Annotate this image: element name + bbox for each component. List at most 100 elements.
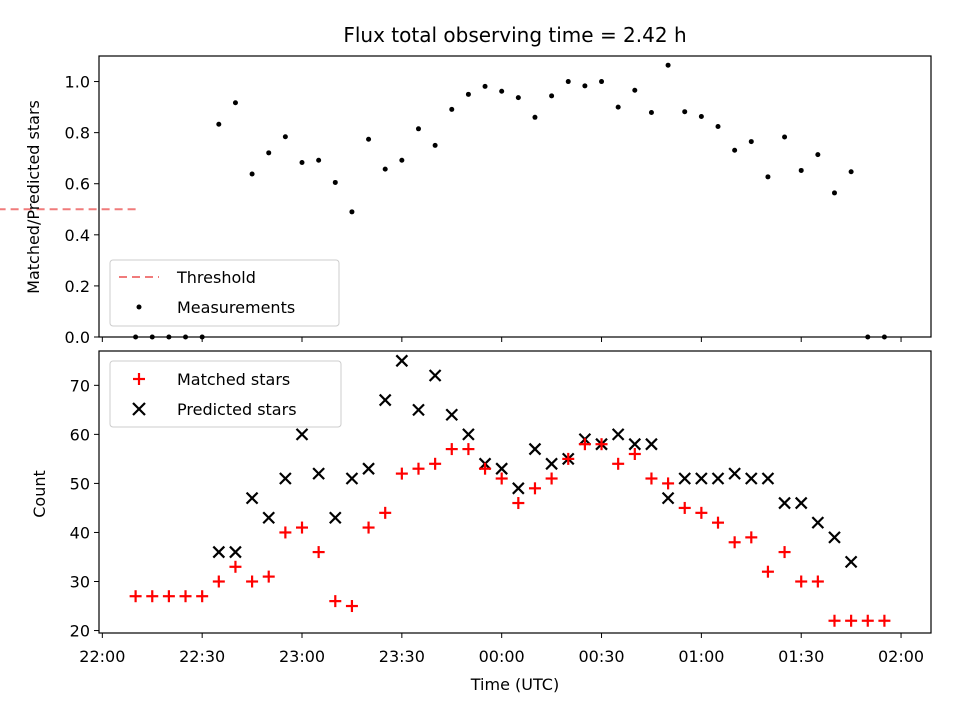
measurement-point	[515, 95, 521, 101]
matched-star-point	[562, 452, 575, 465]
predicted-star-point	[611, 428, 625, 441]
matched-star-point	[379, 506, 392, 519]
measurement-point	[399, 157, 405, 163]
y-tick-label: 60	[70, 425, 90, 444]
matched-star-point	[345, 600, 358, 613]
predicted-star-point	[329, 511, 342, 525]
predicted-star-point	[462, 428, 475, 441]
measurement-point	[815, 152, 821, 158]
matched-star-point	[262, 570, 275, 583]
measurement-point	[465, 91, 471, 97]
measurement-point	[549, 93, 555, 99]
matched-star-point	[162, 590, 175, 603]
predicted-star-point	[495, 462, 508, 475]
bottom-legend: Matched stars Predicted stars	[109, 360, 342, 428]
matched-star-point	[595, 438, 608, 451]
matched-star-point	[296, 521, 309, 534]
predicted-star-point	[545, 457, 558, 471]
matched-stars-points	[129, 438, 891, 627]
measurement-point	[249, 171, 255, 177]
y-tick-label: 50	[70, 474, 90, 493]
matched-star-point	[695, 506, 708, 519]
matched-star-point	[778, 546, 791, 559]
predicted-star-point	[528, 442, 542, 456]
measurement-point	[732, 147, 738, 153]
matched-star-point	[678, 501, 691, 514]
predicted-star-point	[378, 393, 392, 407]
matched-star-point	[395, 467, 408, 480]
x-tick-label: 00:30	[578, 647, 624, 666]
matched-star-point	[528, 482, 541, 495]
top-panel: 0.0 0.2 0.4 0.6 0.8 1.0 Flux total observing …	[0, 23, 932, 347]
predicted-star-point	[811, 516, 825, 529]
legend-matched-swatch	[133, 373, 145, 385]
bottom-y-axis-ticks: 20 30 40 50 60 70	[70, 376, 99, 641]
legend-threshold-label: Threshold	[176, 268, 256, 287]
measurement-point	[798, 167, 804, 173]
predicted-star-point	[445, 408, 459, 422]
matched-star-point	[545, 472, 558, 485]
legend-matched-label: Matched stars	[177, 370, 290, 389]
y-tick-label: 20	[70, 622, 90, 641]
matched-star-point	[728, 536, 741, 549]
matched-star-point	[645, 472, 658, 485]
legend-predicted-label: Predicted stars	[177, 400, 297, 419]
bottom-panel: 20 30 40 50 60 70 22:00 22:30 23:00 23:30 00:00 00…	[30, 350, 932, 694]
measurement-point	[449, 106, 455, 112]
x-tick-label: 23:00	[279, 647, 325, 666]
matched-star-point	[196, 590, 209, 603]
predicted-star-point	[678, 472, 692, 485]
matched-star-point	[712, 516, 725, 529]
predicted-star-point	[245, 491, 259, 505]
measurement-point	[782, 134, 788, 140]
measurement-point	[266, 150, 272, 156]
predicted-star-point	[628, 437, 642, 451]
measurement-point	[698, 114, 704, 120]
matched-star-point	[861, 614, 874, 627]
matched-star-point	[512, 497, 525, 510]
measurement-point	[216, 121, 222, 127]
x-tick-label: 23:30	[379, 647, 425, 666]
y-tick-label: 1.0	[65, 73, 90, 92]
matched-star-point	[612, 457, 625, 470]
y-tick-label: 40	[70, 523, 90, 542]
matched-star-point	[495, 472, 508, 485]
matched-star-point	[845, 614, 858, 627]
measurement-point	[499, 88, 505, 94]
matched-star-point	[878, 614, 891, 627]
top-y-axis-label: Matched/Predicted stars	[24, 100, 43, 294]
measurement-point	[316, 157, 322, 163]
matched-star-point	[212, 575, 225, 588]
matched-star-point	[429, 457, 442, 470]
measurement-point	[632, 87, 638, 93]
top-legend-box	[109, 259, 340, 327]
predicted-star-point	[844, 555, 858, 569]
measurement-point	[765, 174, 771, 180]
matched-star-point	[229, 560, 242, 573]
x-tick-label: 02:00	[878, 647, 924, 666]
measurement-point	[415, 126, 421, 132]
matched-star-point	[462, 443, 475, 456]
top-x-axis-ticks	[101, 337, 902, 342]
predicted-star-point	[778, 496, 791, 510]
bottom-x-axis-ticks: 22:00 22:30 23:00 23:30 00:00 00:30 01:00 01:30…	[79, 633, 924, 666]
measurement-point	[382, 166, 388, 172]
matched-star-point	[811, 575, 824, 588]
predicted-star-point	[512, 482, 525, 495]
measurement-point	[748, 139, 754, 145]
legend-measurements-label: Measurements	[177, 298, 295, 317]
matched-star-point	[628, 447, 641, 460]
y-tick-label: 0.8	[65, 124, 90, 143]
top-y-axis-ticks: 0.0 0.2 0.4 0.6 0.8 1.0	[65, 73, 99, 347]
bottom-legend-box	[109, 360, 342, 428]
matched-star-point	[129, 590, 142, 603]
predicted-star-point	[295, 428, 309, 441]
matched-star-point	[795, 575, 808, 588]
predicted-star-point	[428, 369, 442, 382]
predicted-star-point	[695, 472, 708, 485]
matched-star-point	[578, 438, 591, 451]
matched-star-point	[412, 462, 425, 475]
measurement-point	[615, 104, 621, 110]
